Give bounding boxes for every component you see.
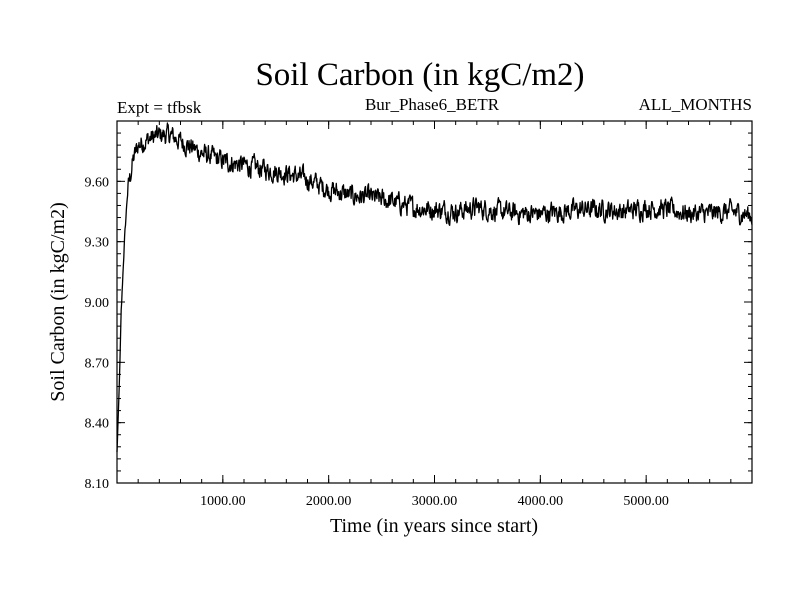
x-tick-label: 3000.00: [412, 494, 458, 509]
x-tick-label: 1000.00: [200, 494, 246, 509]
y-tick-label: 8.10: [85, 477, 110, 492]
y-axis-label: Soil Carbon (in kgC/m2): [47, 202, 69, 401]
subtitle-run-name: Bur_Phase6_BETR: [365, 95, 500, 114]
x-axis-label: Time (in years since start): [330, 515, 538, 537]
x-tick-label: 5000.00: [623, 494, 669, 509]
y-tick-label: 9.60: [85, 175, 110, 190]
y-tick-label: 8.40: [85, 417, 110, 432]
y-tick-label: 9.30: [85, 236, 110, 251]
plot-frame: [116, 120, 753, 484]
subtitle-months: ALL_MONTHS: [639, 95, 752, 114]
subtitle-experiment: Expt = tfbsk: [117, 98, 202, 117]
x-tick-label: 2000.00: [306, 494, 352, 509]
series-line: [116, 122, 753, 453]
chart-title: Soil Carbon (in kgC/m2): [255, 57, 584, 93]
y-tick-label: 8.70: [85, 356, 110, 371]
y-tick-label: 9.00: [85, 296, 110, 311]
x-tick-label: 4000.00: [518, 494, 564, 509]
